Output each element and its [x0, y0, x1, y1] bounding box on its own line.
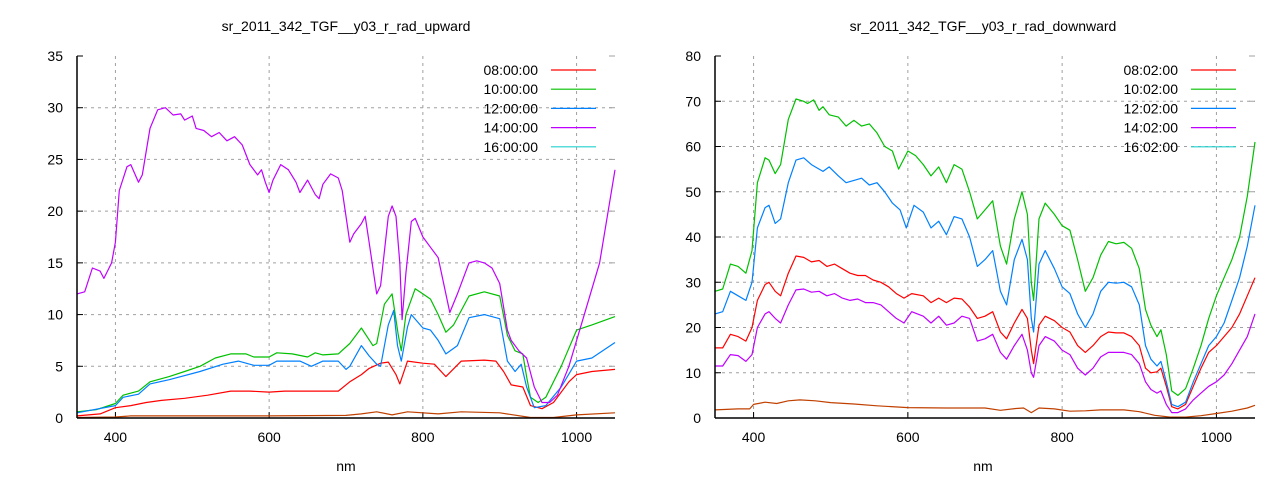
- x-tick-label: 1000: [1201, 429, 1232, 445]
- x-tick-label: 800: [1050, 429, 1074, 445]
- y-tick-label: 80: [685, 48, 701, 64]
- series-line-160000: [76, 411, 616, 419]
- x-axis-label: nm: [973, 458, 992, 474]
- y-tick-label: 0: [55, 410, 63, 426]
- x-tick-label: 600: [896, 429, 920, 445]
- y-tick-label: 30: [47, 100, 63, 116]
- series-line-120200: [714, 157, 1256, 408]
- legend-label: 16:00:00: [484, 139, 539, 155]
- legend-label: 08:02:00: [1124, 62, 1179, 78]
- series-line-140200: [715, 288, 1256, 414]
- y-tick-label: 35: [47, 48, 63, 64]
- y-tick-label: 40: [685, 229, 701, 245]
- y-tick-label: 10: [47, 307, 63, 323]
- x-axis-label: nm: [336, 458, 355, 474]
- legend-label: 16:02:00: [1124, 139, 1179, 155]
- y-tick-label: 10: [685, 365, 701, 381]
- y-tick-label: 15: [47, 255, 63, 271]
- legend-label: 10:02:00: [1124, 81, 1179, 97]
- y-tick-label: 60: [685, 139, 701, 155]
- y-tick-label: 25: [47, 151, 63, 167]
- series-line-080000: [76, 359, 616, 417]
- series-line-120000: [76, 309, 616, 414]
- x-tick-label: 600: [257, 429, 281, 445]
- legend-label: 08:00:00: [484, 62, 539, 78]
- chart-title: sr_2011_342_TGF__y03_r_rad_upward: [222, 18, 471, 34]
- x-tick-label: 400: [742, 429, 766, 445]
- upward-radiance-chart: sr_2011_342_TGF__y03_r_rad_upward nm 0 5 1…: [47, 18, 616, 474]
- legend-label: 12:02:00: [1124, 100, 1179, 116]
- y-tick-label: 70: [685, 93, 701, 109]
- y-tick-label: 20: [685, 320, 701, 336]
- legend-label: 14:00:00: [484, 120, 539, 136]
- x-tick-label: 1000: [561, 429, 592, 445]
- y-tick-label: 0: [693, 410, 701, 426]
- y-tick-label: 50: [685, 184, 701, 200]
- x-tick-label: 800: [411, 429, 435, 445]
- legend-label: 12:00:00: [484, 100, 539, 116]
- series-line-080200: [715, 255, 1256, 410]
- y-tick-label: 30: [685, 274, 701, 290]
- legend-label: 10:00:00: [484, 81, 539, 97]
- series-line-100000: [76, 288, 616, 413]
- series-line-140000: [76, 107, 616, 404]
- legend-label: 14:02:00: [1124, 120, 1179, 136]
- y-tick-label: 5: [55, 358, 63, 374]
- series-line-100200: [714, 98, 1256, 396]
- y-tick-label: 20: [47, 203, 63, 219]
- x-tick-label: 400: [104, 429, 128, 445]
- chart-title: sr_2011_342_TGF__y03_r_rad_downward: [850, 18, 1117, 34]
- downward-radiance-chart: sr_2011_342_TGF__y03_r_rad_downward nm 0…: [685, 18, 1256, 474]
- series-line-160200: [714, 399, 1256, 418]
